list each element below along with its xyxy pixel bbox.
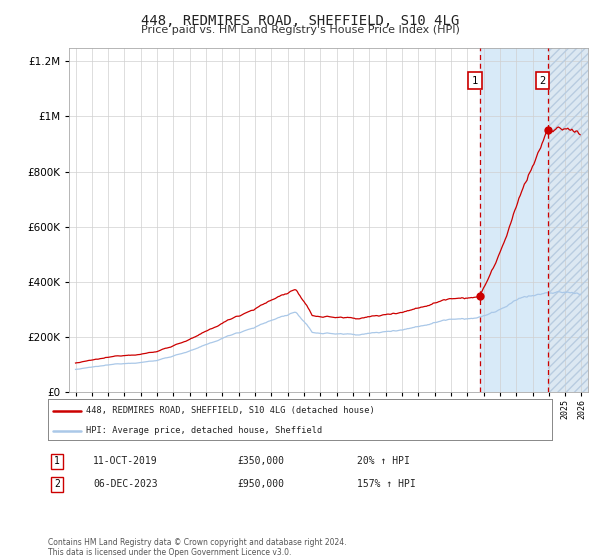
Text: Contains HM Land Registry data © Crown copyright and database right 2024.
This d: Contains HM Land Registry data © Crown c…	[48, 538, 347, 557]
Text: 2: 2	[539, 76, 546, 86]
Text: 448, REDMIRES ROAD, SHEFFIELD, S10 4LG: 448, REDMIRES ROAD, SHEFFIELD, S10 4LG	[141, 14, 459, 28]
Text: 11-OCT-2019: 11-OCT-2019	[93, 456, 158, 466]
Text: 157% ↑ HPI: 157% ↑ HPI	[357, 479, 416, 489]
Text: 2: 2	[54, 479, 60, 489]
Text: 448, REDMIRES ROAD, SHEFFIELD, S10 4LG (detached house): 448, REDMIRES ROAD, SHEFFIELD, S10 4LG (…	[86, 406, 374, 415]
Text: 1: 1	[54, 456, 60, 466]
Text: 06-DEC-2023: 06-DEC-2023	[93, 479, 158, 489]
Text: Price paid vs. HM Land Registry's House Price Index (HPI): Price paid vs. HM Land Registry's House …	[140, 25, 460, 35]
Text: £950,000: £950,000	[237, 479, 284, 489]
Bar	[548, 48, 590, 392]
Text: 1: 1	[472, 76, 478, 86]
Bar	[480, 48, 548, 392]
Text: HPI: Average price, detached house, Sheffield: HPI: Average price, detached house, Shef…	[86, 426, 322, 435]
Bar	[548, 48, 590, 392]
Text: 20% ↑ HPI: 20% ↑ HPI	[357, 456, 410, 466]
Text: £350,000: £350,000	[237, 456, 284, 466]
